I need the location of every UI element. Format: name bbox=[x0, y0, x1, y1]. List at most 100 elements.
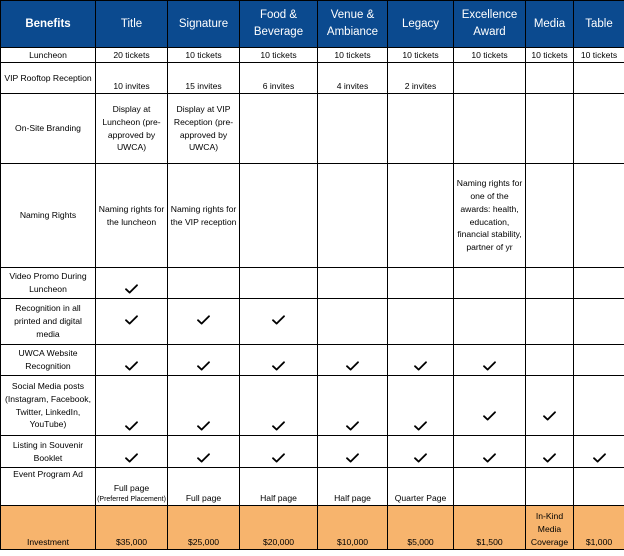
cell-luncheon-venue-ambiance: 10 tickets bbox=[317, 47, 388, 63]
cell-naming-signature: Naming rights for the VIP reception bbox=[167, 163, 240, 268]
cell-video-media bbox=[525, 267, 574, 299]
row-label-investment: Investment bbox=[0, 505, 96, 550]
cell-souvenir-food-beverage bbox=[239, 435, 318, 468]
cell-website-signature bbox=[167, 344, 240, 376]
cell-program-ad-legacy: Quarter Page bbox=[387, 467, 454, 506]
cell-social-media bbox=[525, 375, 574, 436]
cell-social-table bbox=[573, 375, 624, 436]
cell-branding-venue-ambiance bbox=[317, 93, 388, 164]
checkmark-icon bbox=[125, 421, 138, 433]
header-venue-ambiance: Venue & Ambiance bbox=[317, 0, 388, 48]
cell-investment-venue-ambiance: $10,000 bbox=[317, 505, 388, 550]
cell-investment-media: In-Kind Media Coverage bbox=[525, 505, 574, 550]
checkmark-icon bbox=[543, 453, 556, 465]
row-video-promo: Video Promo During Luncheon bbox=[0, 267, 624, 299]
cell-naming-legacy bbox=[387, 163, 454, 268]
cell-social-legacy bbox=[387, 375, 454, 436]
cell-naming-title: Naming rights for the luncheon bbox=[95, 163, 168, 268]
row-label-souvenir-booklet: Listing in Souvenir Booklet bbox=[0, 435, 96, 468]
cell-naming-venue-ambiance bbox=[317, 163, 388, 268]
cell-souvenir-table bbox=[573, 435, 624, 468]
row-social-media: Social Media posts (Instagram, Facebook,… bbox=[0, 375, 624, 436]
row-website-recognition: UWCA Website Recognition bbox=[0, 344, 624, 376]
checkmark-icon bbox=[272, 314, 285, 327]
header-table: Table bbox=[573, 0, 624, 48]
checkmark-icon bbox=[197, 361, 210, 373]
cell-investment-table: $1,000 bbox=[573, 505, 624, 550]
cell-branding-signature: Display at VIP Reception (pre-approved b… bbox=[167, 93, 240, 164]
cell-recognition-table bbox=[573, 298, 624, 345]
cell-video-legacy bbox=[387, 267, 454, 299]
checkmark-icon bbox=[346, 453, 359, 465]
checkmark-icon bbox=[197, 314, 210, 327]
checkmark-icon bbox=[272, 361, 285, 373]
cell-luncheon-table: 10 tickets bbox=[573, 47, 624, 63]
cell-branding-food-beverage bbox=[239, 93, 318, 164]
cell-video-food-beverage bbox=[239, 267, 318, 299]
cell-recognition-title bbox=[95, 298, 168, 345]
row-label-event-program-ad: Event Program Ad bbox=[0, 467, 96, 506]
cell-naming-excellence-award: Naming rights for one of the awards: hea… bbox=[453, 163, 526, 268]
cell-investment-excellence-award: $1,500 bbox=[453, 505, 526, 550]
header-legacy: Legacy bbox=[387, 0, 454, 48]
cell-social-venue-ambiance bbox=[317, 375, 388, 436]
program-ad-title-note: (Preferred Placement) bbox=[97, 495, 166, 503]
cell-recognition-media bbox=[525, 298, 574, 345]
cell-program-ad-food-beverage: Half page bbox=[239, 467, 318, 506]
cell-branding-legacy bbox=[387, 93, 454, 164]
cell-naming-food-beverage bbox=[239, 163, 318, 268]
cell-naming-table bbox=[573, 163, 624, 268]
row-luncheon: Luncheon 20 tickets 10 tickets 10 ticket… bbox=[0, 47, 624, 63]
row-label-social-media: Social Media posts (Instagram, Facebook,… bbox=[0, 375, 96, 436]
cell-video-title bbox=[95, 267, 168, 299]
cell-souvenir-venue-ambiance bbox=[317, 435, 388, 468]
header-media: Media bbox=[525, 0, 574, 48]
cell-social-food-beverage bbox=[239, 375, 318, 436]
cell-vip-legacy: 2 invites bbox=[387, 62, 454, 94]
cell-program-ad-signature: Full page bbox=[167, 467, 240, 506]
row-on-site-branding: On-Site Branding Display at Luncheon (pr… bbox=[0, 93, 624, 164]
cell-program-ad-title: Full page (Preferred Placement) bbox=[95, 467, 168, 506]
cell-luncheon-food-beverage: 10 tickets bbox=[239, 47, 318, 63]
checkmark-icon bbox=[346, 421, 359, 433]
cell-website-media bbox=[525, 344, 574, 376]
checkmark-icon bbox=[483, 361, 496, 373]
cell-vip-signature: 15 invites bbox=[167, 62, 240, 94]
header-benefits: Benefits bbox=[0, 0, 96, 48]
cell-vip-excellence-award bbox=[453, 62, 526, 94]
row-label-luncheon: Luncheon bbox=[0, 47, 96, 63]
row-label-naming-rights: Naming Rights bbox=[0, 163, 96, 268]
cell-video-table bbox=[573, 267, 624, 299]
cell-website-venue-ambiance bbox=[317, 344, 388, 376]
row-label-on-site-branding: On-Site Branding bbox=[0, 93, 96, 164]
cell-luncheon-signature: 10 tickets bbox=[167, 47, 240, 63]
cell-recognition-signature bbox=[167, 298, 240, 345]
cell-investment-legacy: $5,000 bbox=[387, 505, 454, 550]
row-vip-reception: VIP Rooftop Reception 10 invites 15 invi… bbox=[0, 62, 624, 94]
cell-social-signature bbox=[167, 375, 240, 436]
checkmark-icon bbox=[272, 421, 285, 433]
cell-vip-venue-ambiance: 4 invites bbox=[317, 62, 388, 94]
checkmark-icon bbox=[414, 421, 427, 433]
cell-program-ad-excellence-award bbox=[453, 467, 526, 506]
cell-souvenir-excellence-award bbox=[453, 435, 526, 468]
row-label-recognition-media: Recognition in all printed and digital m… bbox=[0, 298, 96, 345]
cell-luncheon-legacy: 10 tickets bbox=[387, 47, 454, 63]
cell-investment-signature: $25,000 bbox=[167, 505, 240, 550]
checkmark-icon bbox=[197, 421, 210, 433]
header-title: Title bbox=[95, 0, 168, 48]
cell-program-ad-media bbox=[525, 467, 574, 506]
cell-naming-media bbox=[525, 163, 574, 268]
row-souvenir-booklet: Listing in Souvenir Booklet bbox=[0, 435, 624, 468]
cell-program-ad-table bbox=[573, 467, 624, 506]
cell-souvenir-title bbox=[95, 435, 168, 468]
header-food-beverage: Food & Beverage bbox=[239, 0, 318, 48]
cell-souvenir-signature bbox=[167, 435, 240, 468]
cell-recognition-excellence-award bbox=[453, 298, 526, 345]
cell-video-venue-ambiance bbox=[317, 267, 388, 299]
checkmark-icon bbox=[414, 453, 427, 465]
cell-investment-title: $35,000 bbox=[95, 505, 168, 550]
row-investment: Investment $35,000 $25,000 $20,000 $10,0… bbox=[0, 505, 624, 550]
